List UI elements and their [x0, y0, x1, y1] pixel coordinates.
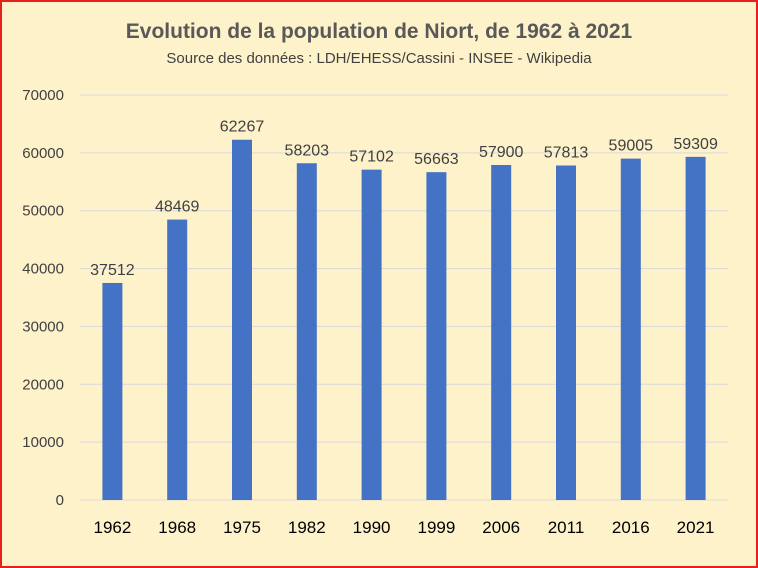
data-label: 57900 [479, 144, 524, 161]
y-tick-label: 70000 [22, 87, 64, 104]
y-axis-ticks: 0 10000 20000 30000 40000 50000 60000 70000 [22, 87, 64, 509]
data-labels: 37512 48469 62267 58203 57102 56663 57900 57813… [90, 119, 718, 279]
data-label: 57102 [349, 149, 394, 166]
data-label: 48469 [155, 199, 200, 216]
gridlines [80, 94, 728, 501]
x-tick-label: 1999 [417, 518, 455, 537]
bar-2016 [620, 158, 641, 500]
bar-1999 [426, 172, 447, 501]
bar-1962 [102, 282, 123, 500]
y-tick-label: 20000 [22, 376, 64, 393]
x-tick-label: 1982 [288, 518, 326, 537]
data-label: 62267 [220, 119, 265, 136]
y-tick-label: 50000 [22, 203, 64, 220]
chart-title: Evolution de la population de Niort, de … [125, 20, 633, 43]
bar-2021 [685, 156, 706, 500]
x-tick-label: 1975 [223, 518, 261, 537]
bar-1990 [361, 169, 382, 500]
chart-subtitle: Source des données : LDH/EHESS/Cassini -… [166, 50, 592, 67]
bar-1975 [232, 139, 252, 501]
x-tick-label: 2011 [548, 518, 585, 537]
data-label: 59005 [609, 138, 654, 155]
y-tick-label: 60000 [22, 145, 64, 162]
data-label: 56663 [414, 151, 459, 168]
data-label: 57813 [544, 145, 589, 162]
x-axis-ticks: 1962 1968 1975 1982 1990 1999 2006 2011 2016 2021 [93, 518, 714, 537]
x-tick-label: 1962 [93, 518, 131, 537]
bar-2011 [556, 165, 576, 500]
bar-2006 [491, 165, 512, 500]
bar-1982 [296, 163, 317, 500]
bar-1968 [167, 219, 188, 501]
data-label: 37512 [90, 262, 135, 279]
y-tick-label: 10000 [22, 434, 64, 451]
y-tick-label: 0 [56, 492, 64, 509]
x-tick-label: 1968 [158, 518, 196, 537]
y-tick-label: 40000 [22, 261, 64, 278]
data-label: 59309 [673, 136, 718, 153]
bars [102, 139, 706, 501]
x-tick-label: 2021 [677, 518, 715, 537]
y-tick-label: 30000 [22, 318, 64, 335]
x-tick-label: 2006 [482, 518, 520, 537]
data-label: 58203 [285, 142, 330, 159]
x-tick-label: 2016 [612, 518, 650, 537]
x-tick-label: 1990 [353, 518, 391, 537]
